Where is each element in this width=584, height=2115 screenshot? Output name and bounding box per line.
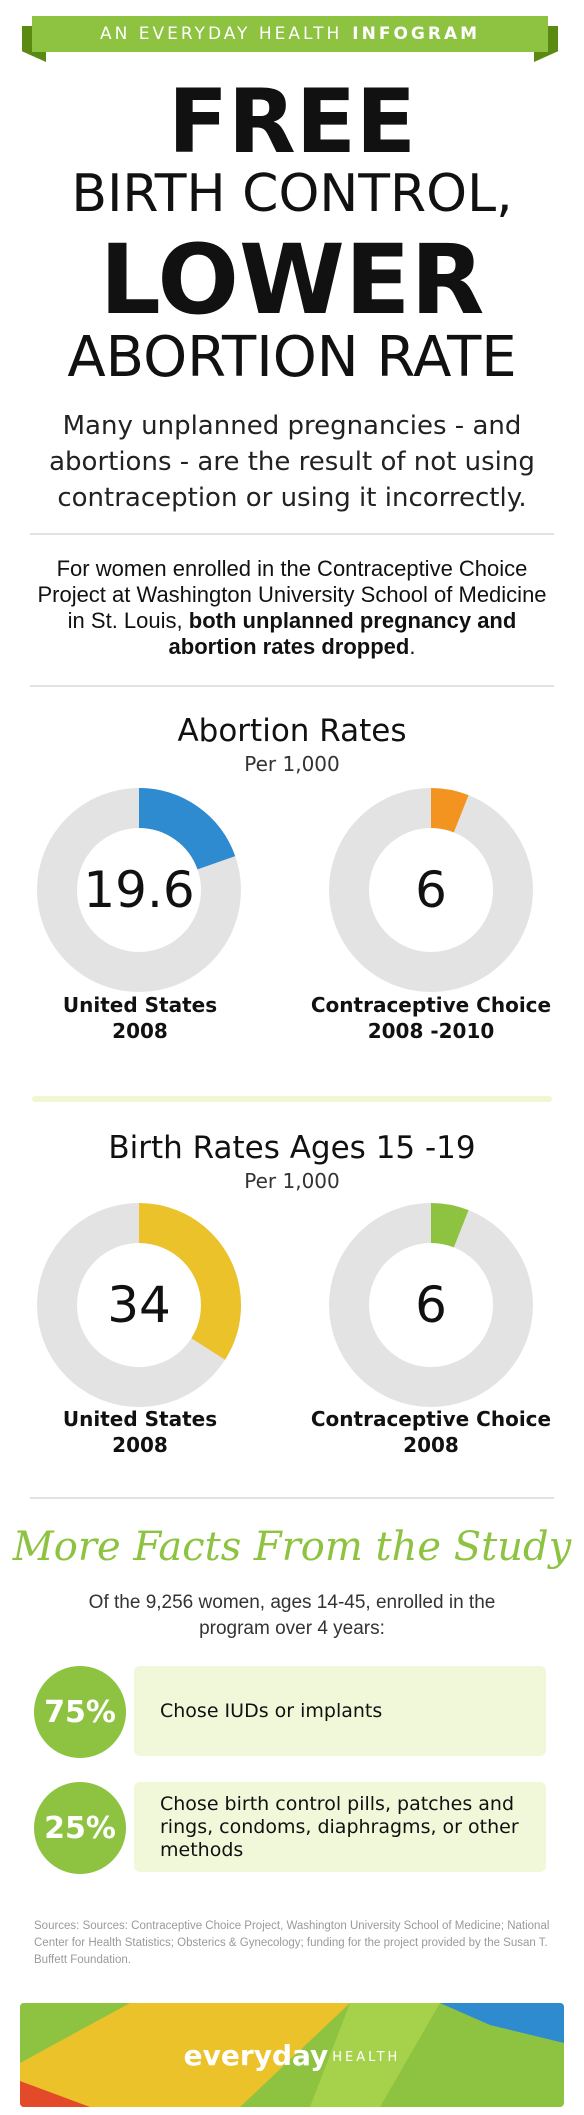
headline-lower: LOWER	[99, 224, 485, 336]
donut-label-line1: Contraceptive Choice	[310, 1407, 552, 1431]
intro-text: Many unplanned pregnancies - and abortio…	[49, 411, 535, 513]
donut-label: Contraceptive Choice 2008 -2010	[291, 992, 571, 1044]
donut-label-line2: 2008 -2010	[367, 1019, 495, 1043]
facts-subtitle: Of the 9,256 women, ages 14-45, enrolled…	[88, 1592, 496, 1639]
donut-label: United States 2008	[0, 992, 280, 1044]
percent-badge: 25%	[34, 1782, 126, 1874]
fact-box: Chose birth control pills, patches and r…	[134, 1782, 546, 1872]
donut-value: 19.6	[83, 861, 195, 919]
fact-text: Chose birth control pills, patches and r…	[160, 1792, 519, 1861]
banner-prefix: AN EVERYDAY HEALTH	[99, 24, 343, 44]
donut-label: United States 2008	[0, 1406, 280, 1458]
fact-text: Chose IUDs or implants	[160, 1699, 383, 1722]
donut-value: 6	[415, 861, 447, 919]
donut-label-line1: United States	[62, 993, 218, 1017]
study-end: .	[409, 634, 416, 659]
footer-brand-small: HEALTH	[332, 2049, 401, 2065]
donut-birth-us: 34	[34, 1200, 244, 1410]
study-bold: both unplanned pregnancy and abortion ra…	[168, 608, 517, 659]
footer-graphic	[20, 2003, 564, 2107]
study-summary: For women enrolled in the Contraceptive …	[26, 556, 558, 660]
donut-birth-cc: 6	[326, 1200, 536, 1410]
donut-label-line2: 2008	[112, 1019, 168, 1043]
donut-arc	[329, 1203, 533, 1407]
headline-birth-control: BIRTH CONTROL,	[71, 164, 513, 224]
footer-banner: everyday HEALTH	[20, 2003, 564, 2107]
banner-band: AN EVERYDAY HEALTH INFOGRAM	[32, 16, 548, 52]
donut-value: 34	[107, 1276, 171, 1334]
donut-value: 6	[415, 1276, 447, 1334]
donut-abortion-cc: 6	[326, 785, 536, 995]
donut-abortion-us: 19.6	[34, 785, 244, 995]
donut-label-line2: 2008	[403, 1433, 459, 1457]
headline-abortion-rate: ABORTION RATE	[67, 325, 517, 390]
sources-text: Sources: Sources: Contraceptive Choice P…	[34, 1920, 550, 1966]
fact-box: Chose IUDs or implants	[134, 1666, 546, 1756]
abortion-section-subtitle: Per 1,000	[244, 752, 340, 776]
study-text: For women enrolled in the Contraceptive …	[37, 556, 547, 633]
donut-label-line1: United States	[62, 1407, 218, 1431]
facts-title: More Facts From the Study	[12, 1524, 572, 1570]
divider	[30, 685, 554, 687]
banner-suffix: INFOGRAM	[352, 24, 481, 44]
top-banner: AN EVERYDAY HEALTH INFOGRAM	[22, 16, 558, 62]
percent-badge: 75%	[34, 1666, 126, 1758]
abortion-section-title: Abortion Rates	[177, 713, 407, 749]
section-divider	[32, 1096, 552, 1102]
footer-brand: everyday	[183, 2038, 329, 2072]
donut-label-line2: 2008	[112, 1433, 168, 1457]
donut-label-line1: Contraceptive Choice	[310, 993, 552, 1017]
donut-arc	[37, 788, 241, 992]
birth-section-title: Birth Rates Ages 15 -19	[108, 1130, 476, 1166]
headline-free: FREE	[167, 70, 417, 173]
divider	[30, 1497, 554, 1499]
donut-arc	[37, 1203, 241, 1407]
footer-logo: everyday HEALTH	[20, 2003, 564, 2107]
donut-arc	[329, 788, 533, 992]
divider	[30, 533, 554, 535]
birth-section-subtitle: Per 1,000	[244, 1169, 340, 1193]
donut-label: Contraceptive Choice 2008	[291, 1406, 571, 1458]
